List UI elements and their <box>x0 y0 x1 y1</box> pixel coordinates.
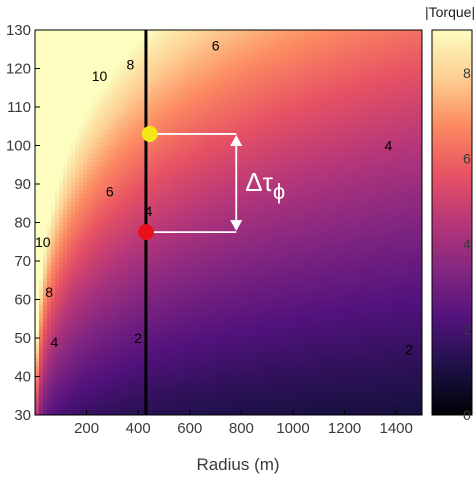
marker-lower <box>138 224 154 240</box>
colorbar: 0 2 4 6 8 |Torque| (N <box>425 4 474 423</box>
contour-label: 8 <box>127 57 135 73</box>
y-tick-label: 120 <box>6 61 31 78</box>
colorbar-tick-label: 8 <box>463 65 471 81</box>
colorbar-tick-label: 0 <box>463 407 471 423</box>
colorbar-gradient <box>432 30 472 415</box>
contour-label: 8 <box>45 284 53 300</box>
colorbar-label: |Torque| (N <box>425 4 474 20</box>
marker-upper <box>142 126 158 142</box>
heatmap-cells <box>35 30 424 419</box>
y-tick-label: 90 <box>14 176 31 193</box>
x-tick-label: 1400 <box>380 420 413 437</box>
x-tick-label: 400 <box>126 420 151 437</box>
y-tick-label: 130 <box>6 22 31 39</box>
x-axis-label: Radius (m) <box>196 455 279 474</box>
y-tick-label: 40 <box>14 369 31 386</box>
contour-label: 6 <box>106 184 114 200</box>
y-tick-label: 30 <box>14 407 31 424</box>
x-tick-label: 800 <box>229 420 254 437</box>
x-tick-label: 600 <box>177 420 202 437</box>
x-tick-label: 1200 <box>328 420 361 437</box>
y-tick-label: 80 <box>14 215 31 232</box>
y-tick-label: 100 <box>6 138 31 155</box>
contour-label: 4 <box>50 334 58 350</box>
contour-label: 4 <box>385 138 393 154</box>
contour-label: 2 <box>134 330 142 346</box>
x-tick-label: 200 <box>74 420 99 437</box>
colorbar-tick-label: 2 <box>463 321 471 337</box>
y-tick-label: 110 <box>7 99 31 116</box>
colorbar-tick-label: 4 <box>463 236 471 252</box>
y-tick-label: 60 <box>14 292 31 309</box>
y-tick-label: 70 <box>14 253 31 270</box>
contour-label: 2 <box>405 342 413 358</box>
contour-label: 10 <box>35 234 51 250</box>
colorbar-tick-label: 6 <box>463 150 471 166</box>
y-tick-label: 50 <box>14 330 31 347</box>
contour-label: 6 <box>212 37 220 53</box>
contour-label: 10 <box>92 68 108 84</box>
x-tick-label: 1000 <box>276 420 309 437</box>
